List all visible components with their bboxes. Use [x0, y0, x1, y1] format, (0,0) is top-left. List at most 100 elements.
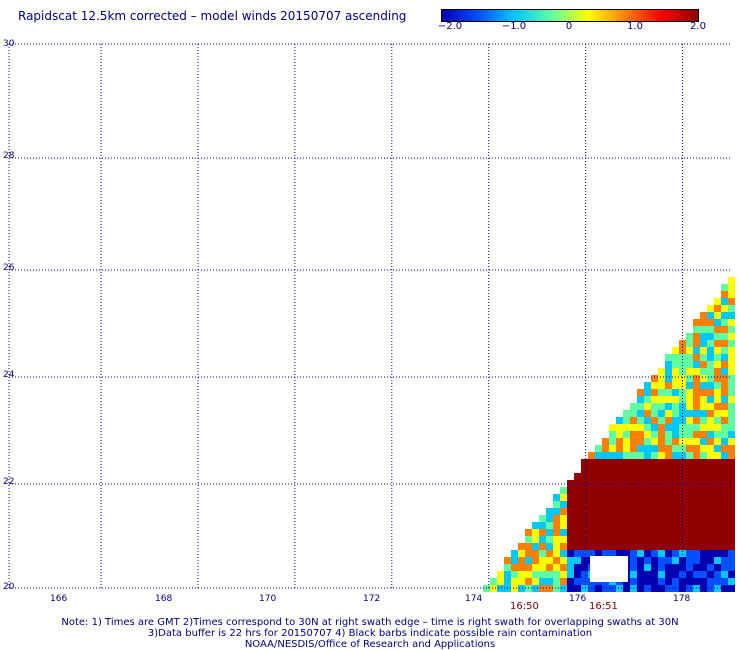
swath-cell [560, 487, 567, 494]
swath-cell [714, 424, 721, 431]
swath-cell [700, 319, 707, 326]
swath-cell [588, 494, 595, 501]
swath-cell [595, 487, 602, 494]
swath-cell [532, 522, 539, 529]
swath-cell [539, 536, 546, 543]
swath-cell [707, 305, 714, 312]
swath-cell [532, 585, 539, 592]
swath-cell [658, 417, 665, 424]
swath-cell [658, 543, 665, 550]
swath-cell [665, 354, 672, 361]
swath-cell [623, 459, 630, 466]
swath-cell [672, 445, 679, 452]
swath-cell [714, 326, 721, 333]
swath-cell [714, 459, 721, 466]
swath-cell [672, 424, 679, 431]
swath-cell [609, 494, 616, 501]
swath-cell [707, 571, 714, 578]
swath-cell [623, 410, 630, 417]
swath-cell [714, 305, 721, 312]
swath-cell [686, 543, 693, 550]
swath-cell [651, 473, 658, 480]
swath-cell [581, 543, 588, 550]
swath-cell [714, 473, 721, 480]
swath-cell [602, 529, 609, 536]
swath-cell [707, 361, 714, 368]
swath-cell [532, 557, 539, 564]
swath-cell [588, 501, 595, 508]
swath-cell [693, 375, 700, 382]
swath-cell [714, 438, 721, 445]
swath-cell [630, 403, 637, 410]
swath-cell [658, 466, 665, 473]
swath-cell [707, 438, 714, 445]
swath-cell [679, 543, 686, 550]
swath-cell [644, 459, 651, 466]
swath-cell [602, 543, 609, 550]
swath-cell [700, 445, 707, 452]
swath-cell [728, 501, 735, 508]
swath-cell [651, 396, 658, 403]
swath-cell [721, 459, 728, 466]
swath-cell [665, 585, 672, 592]
swath-cell [707, 375, 714, 382]
swath-cell [665, 536, 672, 543]
swath-cell [672, 410, 679, 417]
swath-cell [574, 480, 581, 487]
swath-cell [672, 487, 679, 494]
swath-cell [728, 578, 735, 585]
swath-cell [630, 501, 637, 508]
swath-cell [539, 578, 546, 585]
swath-cell [518, 550, 525, 557]
swath-cell [616, 438, 623, 445]
swath-cell [707, 466, 714, 473]
swath-cell [595, 529, 602, 536]
swath-cell [609, 445, 616, 452]
swath-cell [602, 480, 609, 487]
swath-cell [567, 508, 574, 515]
swath-cell [658, 410, 665, 417]
swath-cell [686, 382, 693, 389]
swath-cell [609, 529, 616, 536]
swath-cell [707, 480, 714, 487]
swath-cell [714, 340, 721, 347]
swath-cell [511, 564, 518, 571]
swath-cell [630, 494, 637, 501]
swath-cell [721, 438, 728, 445]
swath-cell [616, 494, 623, 501]
swath-cell [665, 389, 672, 396]
swath-cell [693, 424, 700, 431]
swath-cell [630, 410, 637, 417]
swath-cell [721, 361, 728, 368]
swath-cell [616, 501, 623, 508]
swath-cell [623, 543, 630, 550]
swath-cell [714, 508, 721, 515]
swath-time-1: 16:50 [510, 601, 539, 612]
swath-cell [532, 578, 539, 585]
swath-cell [665, 375, 672, 382]
swath-cell [560, 543, 567, 550]
swath-cell [623, 445, 630, 452]
swath-cell [686, 347, 693, 354]
swath-cell [630, 508, 637, 515]
swath-cell [672, 536, 679, 543]
swath-cell [686, 459, 693, 466]
swath-cell [588, 473, 595, 480]
swath-cell [707, 347, 714, 354]
swath-cell [714, 354, 721, 361]
swath-cell [700, 522, 707, 529]
swath-cell [728, 347, 735, 354]
swath-cell [679, 361, 686, 368]
swath-cell [651, 424, 658, 431]
swath-cell [574, 564, 581, 571]
swath-cell [658, 508, 665, 515]
swath-cell [679, 571, 686, 578]
swath-cell [728, 305, 735, 312]
swath-cell [609, 459, 616, 466]
swath-cell [504, 571, 511, 578]
swath-cell [623, 424, 630, 431]
swath-cell [588, 459, 595, 466]
swath-cell [637, 557, 644, 564]
swath-cell [581, 508, 588, 515]
swath-cell [637, 529, 644, 536]
